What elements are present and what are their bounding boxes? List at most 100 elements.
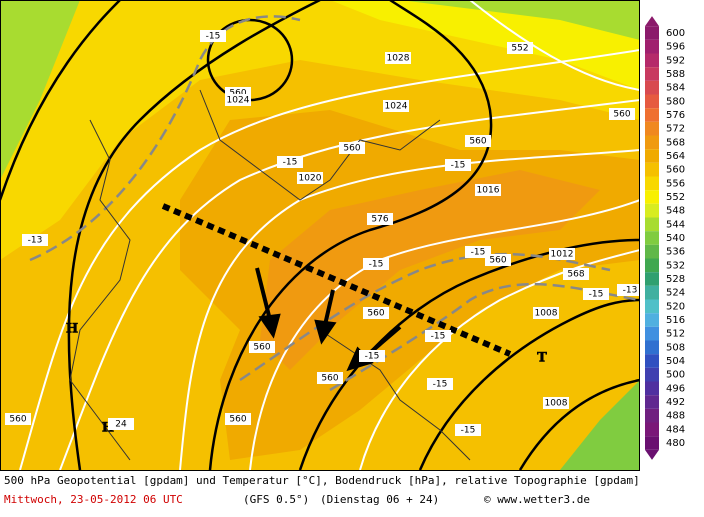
colorbar-segment	[645, 203, 659, 218]
label-box	[297, 172, 323, 184]
contour-label: 560	[343, 144, 360, 154]
colorbar-label: 560	[666, 165, 685, 176]
colorbar-segment	[645, 217, 659, 232]
colorbar-segment	[645, 395, 659, 409]
contour-label: 1024	[385, 102, 408, 112]
contour-label: -15	[365, 352, 380, 362]
colorbar-label: 548	[666, 206, 685, 217]
contour-label: 560	[489, 256, 506, 266]
colorbar-label: 504	[666, 356, 685, 367]
contour-label: 1012	[551, 250, 574, 260]
colorbar-label: 564	[666, 151, 685, 162]
colorbar-segment	[645, 67, 659, 81]
colorbar-label: 580	[666, 96, 685, 107]
contour-label: -15	[589, 290, 604, 300]
colorbar-label: 484	[666, 424, 685, 435]
contour-label: 1008	[545, 399, 568, 409]
colorbar-label: 552	[666, 192, 685, 203]
colorbar-label: 544	[666, 219, 685, 230]
label-box	[363, 307, 389, 319]
contour-label: -15	[283, 158, 298, 168]
pressure-center: T	[537, 351, 547, 366]
contour-label: -13	[623, 286, 638, 296]
label-box	[339, 142, 365, 154]
field-556	[1, 1, 639, 260]
contour-label: 552	[511, 44, 528, 54]
colorbar-label: 540	[666, 233, 685, 244]
colorbar-label: 512	[666, 329, 685, 340]
label-box	[475, 184, 501, 196]
colorbar-segment	[645, 108, 659, 122]
colorbar: 600 596 592 588 584 580 576 572 568 564 560 556 552 5…	[645, 16, 685, 460]
colorbar-top-cap	[645, 16, 659, 27]
contour-label: 560	[229, 89, 246, 99]
colorbar-label: 480	[666, 438, 685, 449]
contour-label: 560	[253, 343, 270, 353]
contour-label: -15	[433, 380, 448, 390]
label-box	[225, 94, 251, 106]
colorbar-segment	[645, 149, 659, 163]
field-552	[332, 1, 639, 90]
contour-label: -15	[471, 248, 486, 258]
contour-label: 1024	[227, 96, 250, 106]
label-box	[359, 350, 385, 362]
contour-label: -15	[451, 161, 466, 171]
label-box	[108, 418, 134, 430]
label-box	[363, 258, 389, 270]
contour-label: 560	[229, 415, 246, 425]
contour-label: -13	[28, 236, 43, 246]
label-box	[533, 307, 559, 319]
label-box	[543, 397, 569, 409]
field-544-west	[1, 1, 80, 178]
label-box	[507, 42, 533, 54]
colorbar-segment	[645, 285, 659, 300]
colorbar-segment	[645, 367, 659, 382]
label-box	[485, 254, 511, 266]
contour-label: -15	[369, 260, 384, 270]
contour-label: 1020	[299, 174, 322, 184]
colorbar-segment	[645, 176, 659, 191]
label-box	[367, 213, 393, 225]
colorbar-segment	[645, 53, 659, 68]
field-544	[408, 1, 639, 40]
colorbar-segment	[645, 231, 659, 245]
label-box	[425, 330, 451, 342]
colorbar-label: 496	[666, 383, 685, 394]
colorbar-label: 488	[666, 411, 685, 422]
colorbar-bottom-cap	[645, 449, 659, 460]
contour-label: 568	[567, 270, 584, 280]
label-box	[563, 268, 589, 280]
label-box	[277, 156, 303, 168]
contour-label: 1028	[387, 54, 410, 64]
label-box	[22, 234, 48, 246]
trough-line	[161, 203, 512, 357]
contour-label: 1016	[477, 186, 500, 196]
colorbar-segment	[645, 80, 659, 95]
colorbar-label: 524	[666, 288, 685, 299]
contour-label: -15	[431, 332, 446, 342]
contour-label: 24	[115, 420, 127, 430]
colorbar-segment	[645, 94, 659, 109]
footer-run: (Dienstag 06 + 24)	[320, 493, 439, 506]
label-box	[617, 284, 639, 296]
field-568	[260, 170, 600, 370]
colorbar-label: 596	[666, 42, 685, 53]
label-box	[249, 341, 275, 353]
footer-credit: © www.wetter3.de	[484, 493, 590, 506]
colorbar-label: 568	[666, 137, 685, 148]
label-box	[5, 413, 31, 425]
colorbar-label: 492	[666, 397, 685, 408]
label-box	[549, 248, 575, 260]
contour-label: 576	[371, 215, 388, 225]
colorbar-segment	[645, 326, 659, 341]
colorbar-segment	[645, 162, 659, 177]
colorbar-segment	[645, 299, 659, 314]
colorbar-segment	[645, 39, 659, 54]
colorbar-segment	[645, 121, 659, 136]
contour-label: 560	[367, 309, 384, 319]
colorbar-label: 516	[666, 315, 685, 326]
map-frame	[0, 0, 640, 471]
pressure-center: H	[66, 322, 78, 337]
